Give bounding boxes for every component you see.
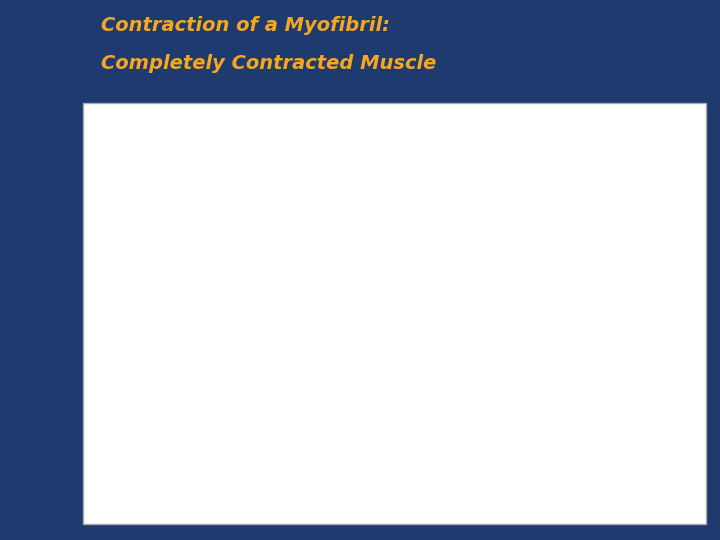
Text: Z-line: Z-line (209, 163, 256, 180)
Polygon shape (233, 291, 556, 335)
Text: A-band: A-band (362, 120, 426, 138)
Polygon shape (233, 417, 556, 462)
Text: Z-line: Z-line (533, 163, 580, 180)
Text: Contraction of a Myofibril:: Contraction of a Myofibril: (101, 16, 390, 35)
Polygon shape (233, 190, 556, 234)
Text: Completely Contracted Muscle: Completely Contracted Muscle (101, 54, 436, 73)
